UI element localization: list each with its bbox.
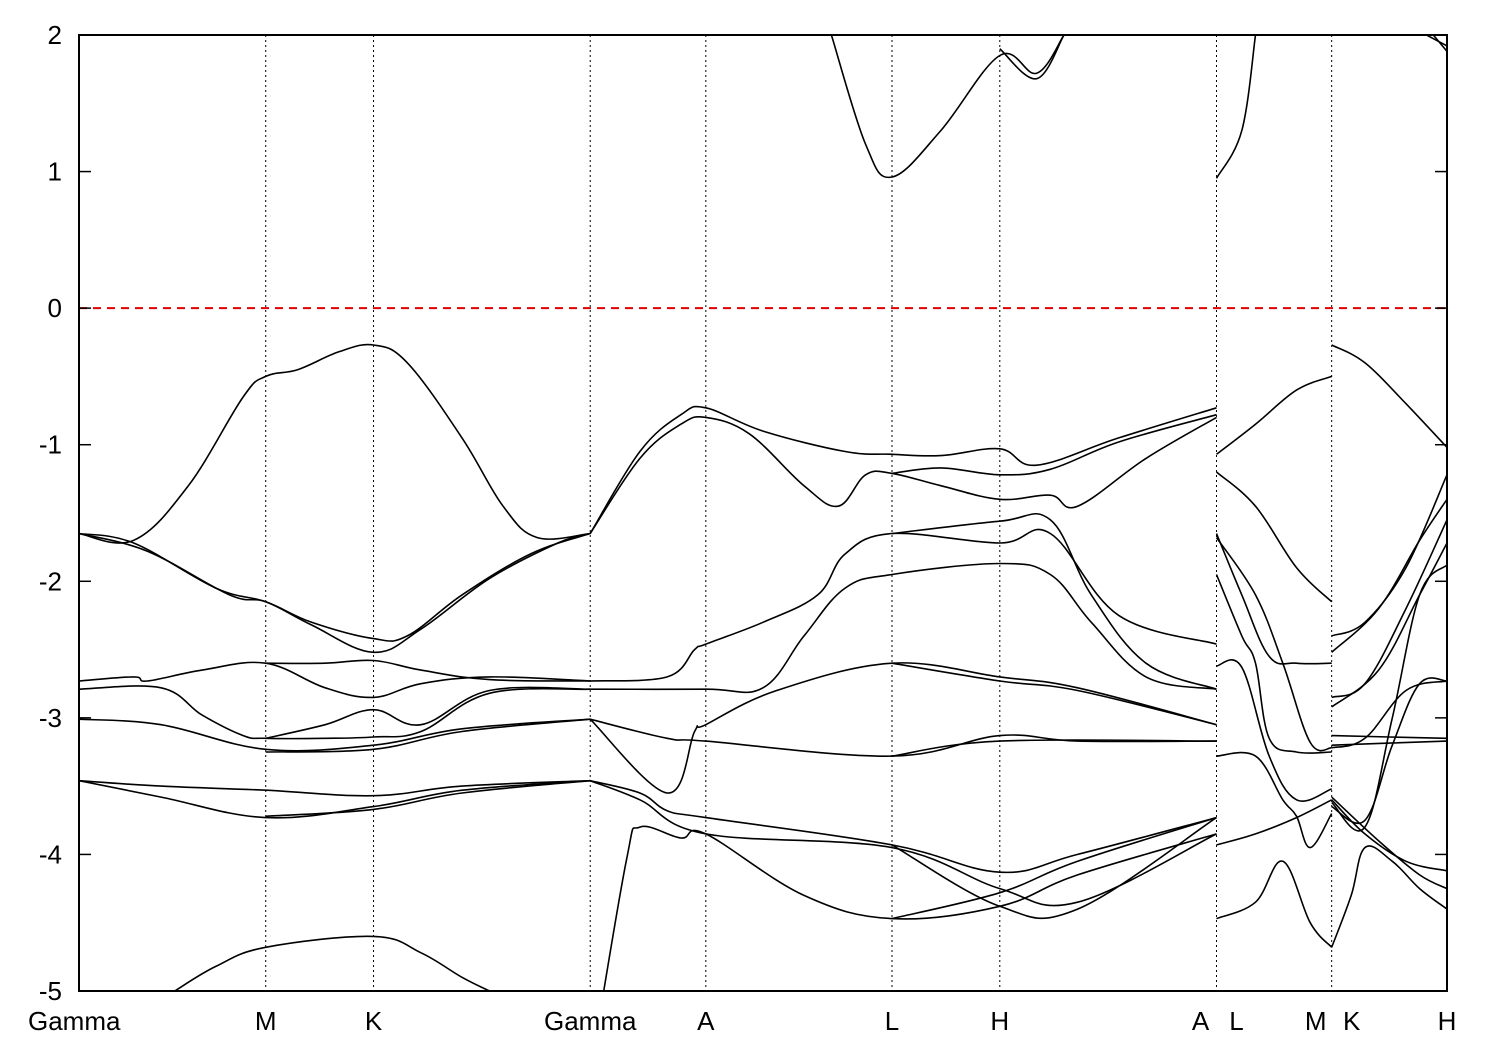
band-line	[999, 35, 1065, 80]
band-line	[891, 413, 1217, 476]
band-line	[1331, 677, 1447, 824]
band-line	[1331, 796, 1447, 890]
x-tick-label: L	[885, 1006, 899, 1036]
band-line	[1215, 35, 1257, 179]
band-line	[265, 718, 591, 753]
band-line	[1331, 799, 1447, 872]
band-line	[265, 779, 591, 817]
band-line	[79, 718, 591, 752]
band-line	[1216, 860, 1333, 948]
band-line	[590, 528, 1217, 682]
band-line	[1331, 344, 1447, 448]
y-tick-label: 2	[48, 20, 62, 50]
band-line	[79, 343, 591, 544]
band-line	[1215, 533, 1332, 665]
x-tick-label: L	[1229, 1006, 1243, 1036]
plot-frame	[78, 34, 1448, 992]
band-line	[891, 512, 1217, 690]
band-line	[891, 739, 1217, 757]
x-tick-label: Gamma	[28, 1006, 121, 1036]
y-axis: 2 1 0 -1 -2 -3 -4 -5	[39, 20, 1447, 1006]
band-line	[589, 662, 1217, 794]
x-tick-label: M	[1305, 1006, 1327, 1036]
band-line	[265, 659, 591, 682]
band-line	[891, 816, 1217, 920]
band-line	[590, 779, 1217, 874]
band-line	[590, 718, 1217, 757]
band-line	[1426, 35, 1447, 47]
y-tick-label: -1	[39, 430, 62, 460]
x-tick-label: H	[990, 1006, 1009, 1036]
x-tick-label: K	[1343, 1006, 1361, 1036]
band-line	[79, 532, 591, 654]
band-line	[589, 405, 1217, 534]
band-line	[590, 562, 1217, 694]
x-tick-label: A	[1192, 1006, 1210, 1036]
band-lines	[79, 35, 1447, 991]
band-line	[1215, 574, 1332, 754]
kpoint-gridlines	[265, 35, 1333, 991]
y-tick-label: -3	[39, 703, 62, 733]
band-line	[602, 825, 1217, 991]
y-tick-label: 1	[48, 157, 62, 187]
band-line	[1331, 564, 1447, 832]
band-line	[1215, 537, 1332, 752]
band-line	[1216, 799, 1333, 846]
band-line	[79, 779, 591, 797]
band-line	[1331, 734, 1447, 740]
band-line	[830, 35, 1065, 179]
x-tick-label: A	[697, 1006, 715, 1036]
band-line	[1432, 35, 1447, 52]
band-line	[1331, 740, 1447, 746]
band-line	[891, 816, 1217, 920]
band-line	[1331, 519, 1447, 699]
band-line	[79, 532, 591, 642]
band-line	[174, 935, 490, 991]
band-line	[1331, 680, 1447, 749]
x-tick-label: K	[365, 1006, 383, 1036]
y-tick-label: -2	[39, 566, 62, 596]
x-axis: Gamma M K Gamma A L H A L M K H	[28, 1006, 1456, 1036]
band-line	[1331, 498, 1447, 653]
band-line	[1331, 542, 1447, 708]
band-line	[265, 686, 591, 740]
x-tick-label: M	[255, 1006, 277, 1036]
band-line	[1216, 751, 1333, 849]
band-line	[79, 685, 591, 740]
band-line	[1330, 845, 1447, 948]
band-line	[1216, 375, 1332, 455]
y-tick-label: -4	[39, 839, 62, 869]
y-tick-label: -5	[39, 976, 62, 1006]
band-line	[589, 779, 1217, 907]
x-tick-label: H	[1438, 1006, 1457, 1036]
y-tick-label: 0	[48, 293, 62, 323]
band-line	[1331, 474, 1447, 637]
x-tick-label: Gamma	[544, 1006, 637, 1036]
band-line	[589, 415, 1217, 534]
band-line	[1216, 659, 1333, 802]
band-line	[891, 662, 1217, 726]
band-line	[1215, 471, 1333, 603]
